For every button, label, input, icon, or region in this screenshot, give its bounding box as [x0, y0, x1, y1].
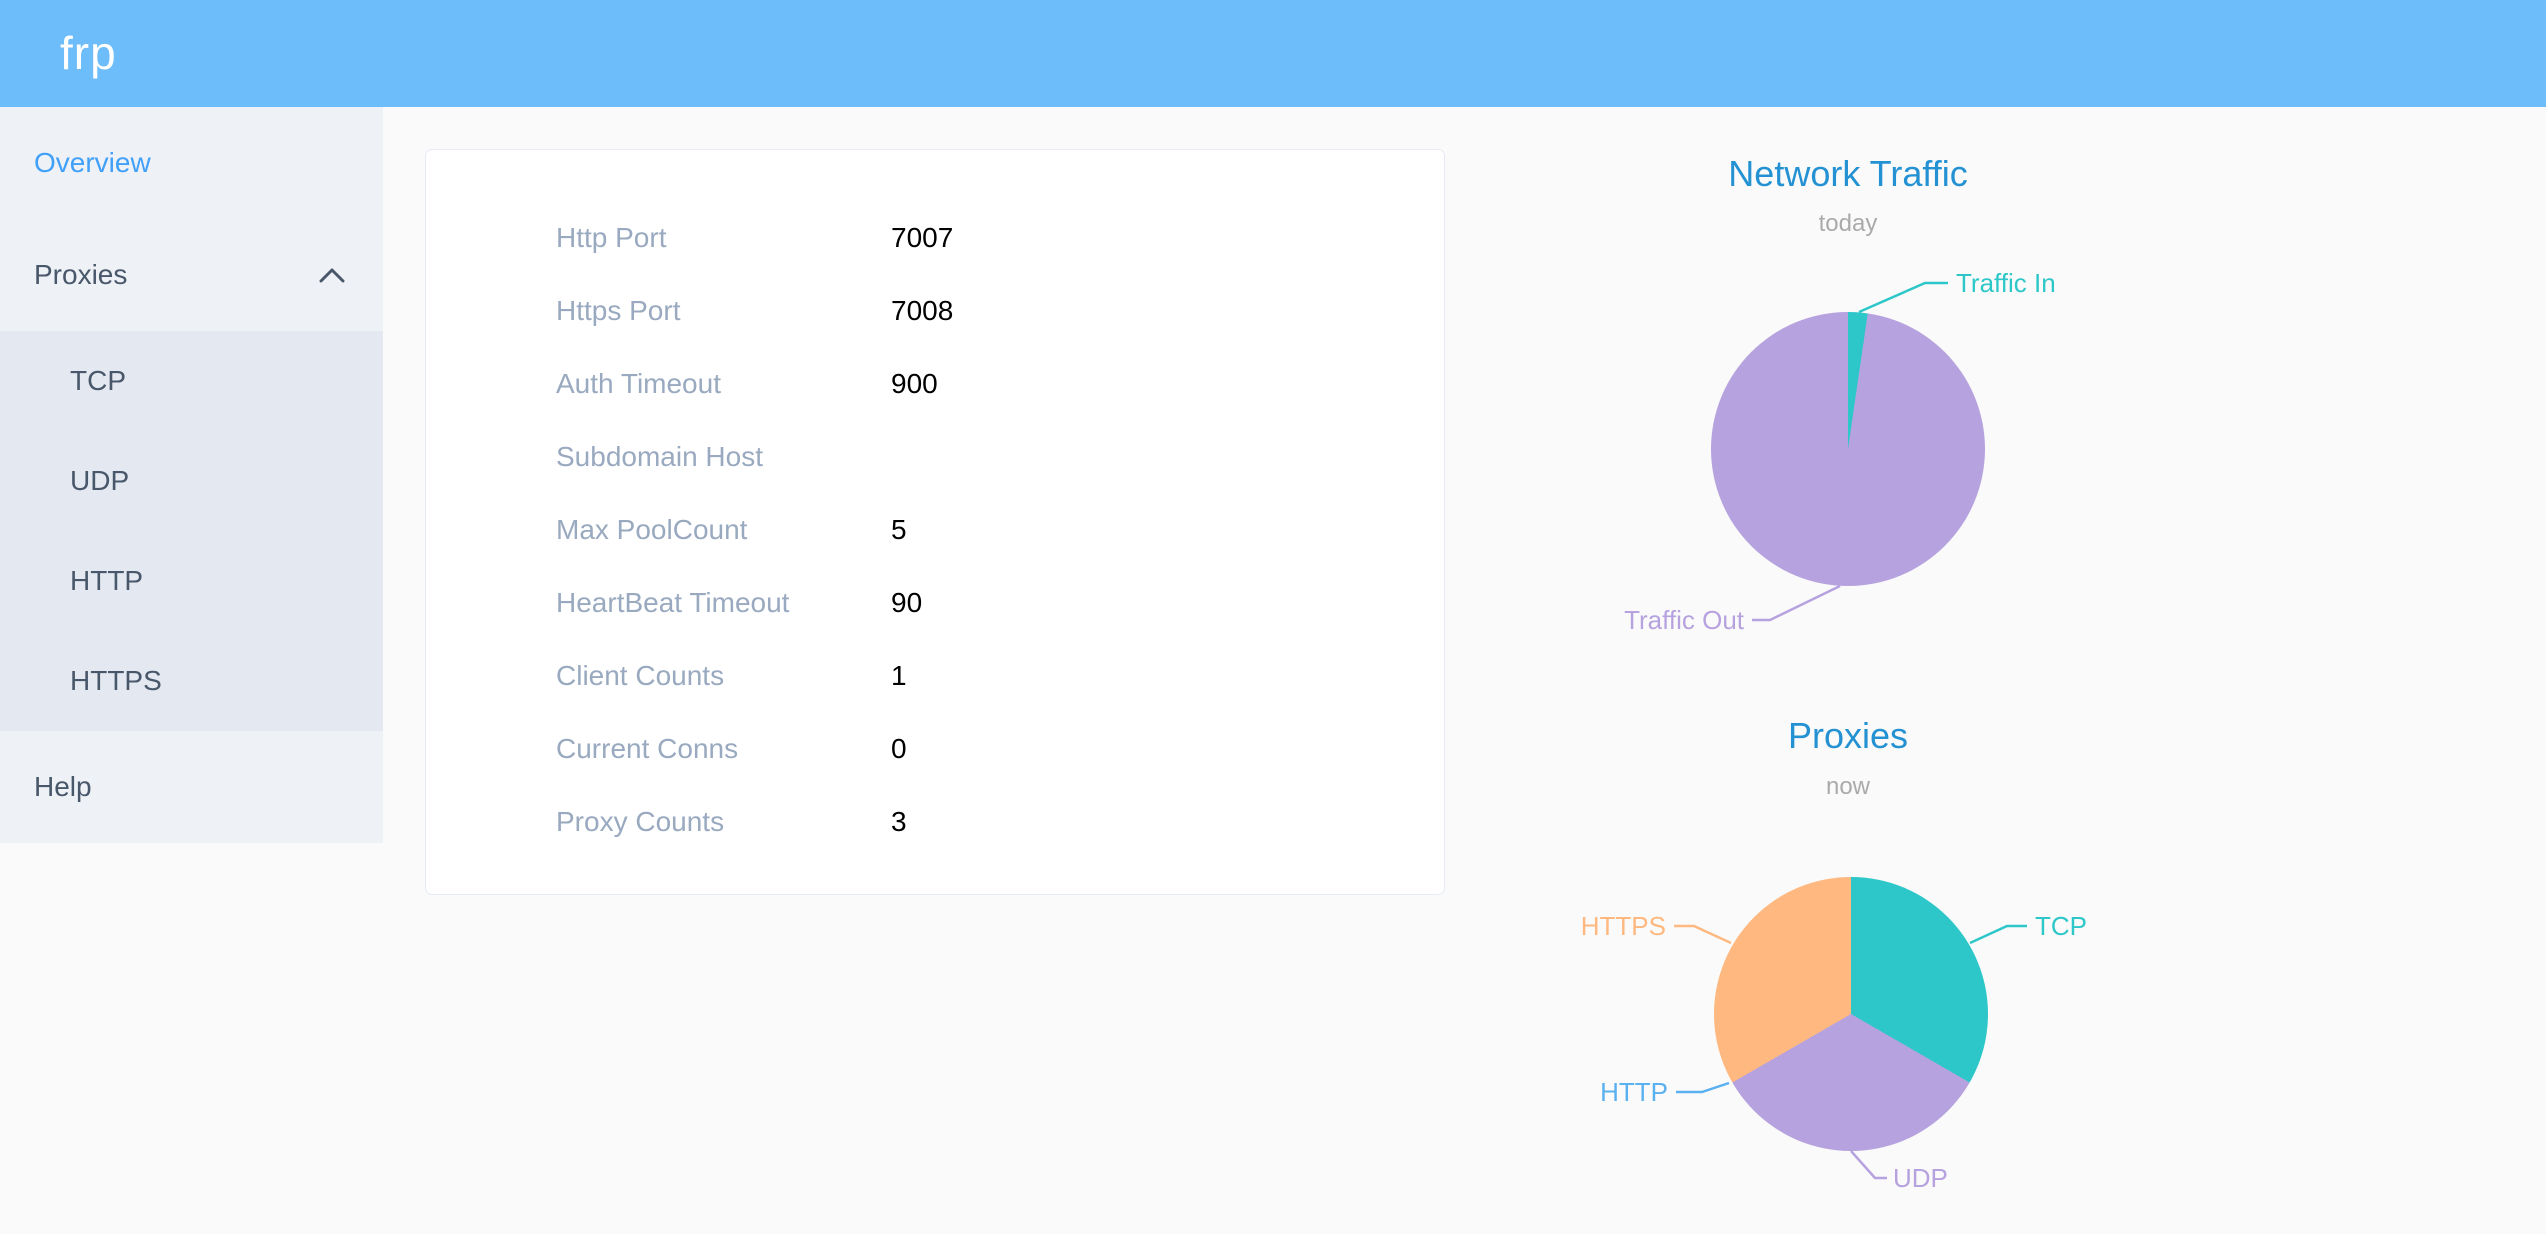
network-traffic-pie[interactable]	[1711, 312, 1985, 586]
info-label: Http Port	[556, 221, 667, 253]
network-traffic-chart-subtitle: today	[1818, 210, 1878, 237]
info-value: 1	[891, 659, 907, 691]
https-label: HTTPS	[1580, 911, 1666, 941]
row-max-poolcount: Max PoolCount 5	[426, 493, 1444, 566]
traffic-in-leader-line	[1858, 281, 1948, 314]
info-label: Proxy Counts	[556, 805, 725, 837]
sidebar: Overview Proxies TCP UDP HTTP HTTPS Help	[0, 107, 383, 843]
row-https-port: Https Port 7008	[426, 274, 1444, 347]
sidebar-item-overview[interactable]: Overview	[34, 147, 151, 178]
chevron-up-icon	[319, 268, 345, 282]
proxies-chart-title: Proxies	[1787, 715, 1909, 756]
row-proxy-counts: Proxy Counts 3	[426, 785, 1444, 858]
proxies-chart-subtitle: now	[1825, 773, 1871, 800]
http-leader-line	[1676, 1081, 1730, 1094]
info-label: Current Conns	[556, 732, 739, 764]
sidebar-item-tcp[interactable]: TCP	[70, 365, 126, 396]
udp-leader-line	[1850, 1150, 1887, 1180]
info-label: Max PoolCount	[556, 513, 748, 545]
row-client-counts: Client Counts 1	[426, 639, 1444, 712]
row-auth-timeout: Auth Timeout 900	[426, 347, 1444, 420]
sidebar-item-proxies-label: Proxies	[34, 259, 128, 290]
sidebar-item-udp[interactable]: UDP	[70, 465, 130, 496]
traffic-in-label: Traffic In	[1956, 268, 2056, 298]
info-value: 7008	[891, 294, 954, 326]
info-value: 0	[891, 732, 907, 764]
row-subdomain-host: Subdomain Host	[426, 420, 1444, 493]
http-label: HTTP	[1600, 1077, 1668, 1107]
network-traffic-chart-title: Network Traffic	[1728, 153, 1968, 194]
info-label: HeartBeat Timeout	[556, 586, 790, 618]
tcp-leader-line	[1969, 924, 2027, 945]
info-label: Client Counts	[556, 659, 725, 691]
sidebar-item-help[interactable]: Help	[34, 771, 92, 802]
https-leader-line	[1674, 924, 1732, 945]
app-header: frp	[0, 0, 2546, 107]
sidebar-item-proxies[interactable]: Proxies	[0, 219, 383, 331]
row-heartbeat-timeout: HeartBeat Timeout 90	[426, 566, 1444, 639]
info-value: 900	[891, 367, 938, 399]
sidebar-item-https[interactable]: HTTPS	[70, 665, 162, 696]
proxies-pie[interactable]	[1714, 877, 1988, 1151]
app-logo: frp	[60, 27, 117, 79]
traffic-out-leader-line	[1752, 584, 1841, 622]
info-label: Https Port	[556, 294, 681, 326]
info-value: 5	[891, 513, 907, 545]
info-label: Auth Timeout	[556, 367, 721, 399]
info-value: 3	[891, 805, 907, 837]
row-http-port: Http Port 7007	[426, 201, 1444, 274]
info-value: 90	[891, 586, 923, 618]
tcp-label: TCP	[2035, 911, 2087, 941]
row-current-conns: Current Conns 0	[426, 712, 1444, 785]
info-label: Subdomain Host	[556, 440, 764, 472]
udp-label: UDP	[1893, 1163, 1948, 1193]
sidebar-submenu: TCP UDP HTTP HTTPS	[0, 331, 383, 731]
server-info-card: Http Port 7007 Https Port 7008 Auth Time…	[425, 149, 1445, 895]
info-value: 7007	[891, 221, 954, 253]
traffic-out-label: Traffic Out	[1624, 605, 1744, 635]
sidebar-item-http[interactable]: HTTP	[70, 565, 144, 596]
